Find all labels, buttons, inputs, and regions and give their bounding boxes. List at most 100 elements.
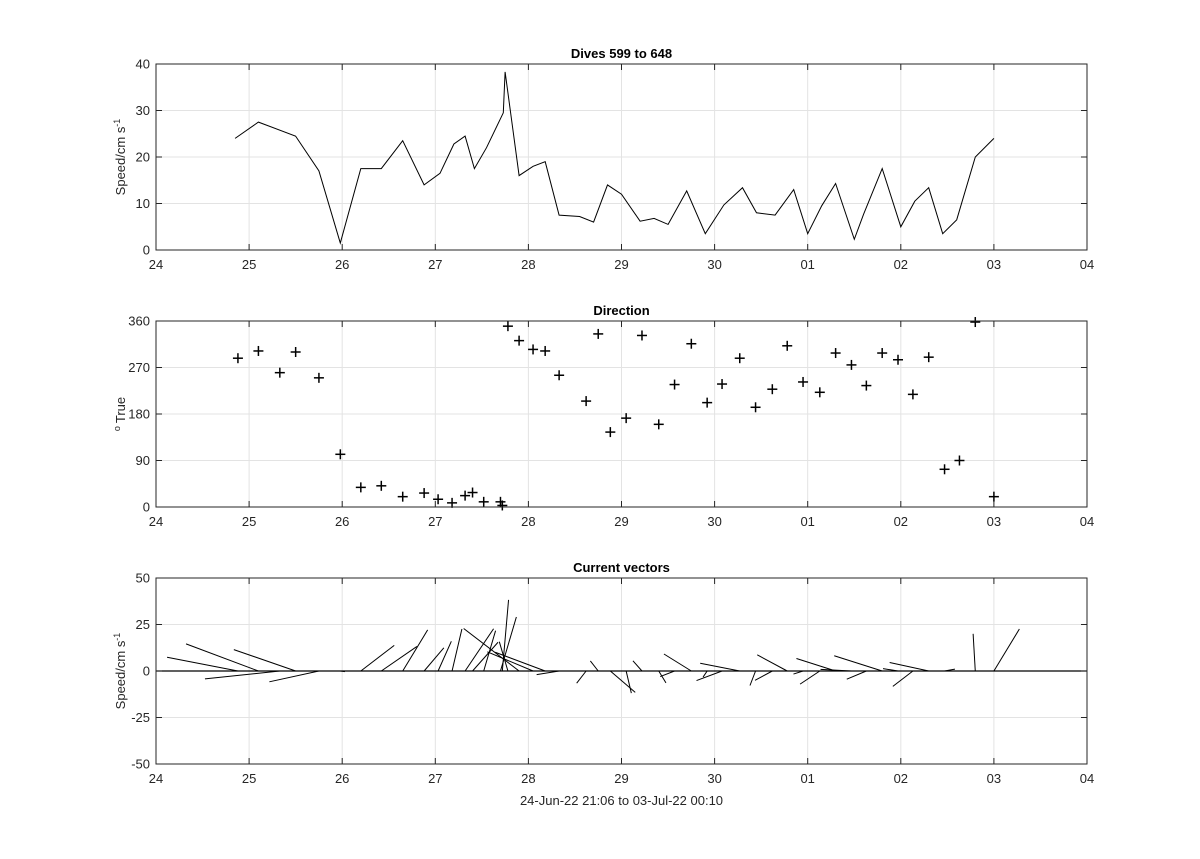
- direction-marker: [907, 389, 918, 400]
- direction-marker: [954, 455, 965, 466]
- x-tick-label: 04: [1080, 257, 1094, 272]
- direction-marker: [605, 427, 616, 438]
- current-vector: [498, 641, 509, 672]
- current-vector: [972, 633, 976, 672]
- x-tick-label: 03: [987, 771, 1001, 786]
- direction-marker: [554, 370, 565, 381]
- y-axis-label-prefix: o: [112, 426, 122, 431]
- speed-line: [234, 71, 995, 245]
- direction-marker: [877, 348, 888, 359]
- y-axis-label-superscript: -1: [112, 119, 122, 127]
- x-tick-label: 30: [707, 514, 721, 529]
- x-tick-label: 26: [335, 771, 349, 786]
- y-axis-label-text: Speed/cm s: [113, 126, 128, 195]
- direction-marker: [355, 482, 366, 493]
- x-tick-label: 01: [800, 257, 814, 272]
- y-tick-label: 25: [136, 617, 150, 632]
- x-tick-label: 28: [521, 257, 535, 272]
- current-vector: [993, 628, 1020, 672]
- current-vector: [437, 641, 452, 672]
- x-tick-label: 03: [987, 514, 1001, 529]
- y-tick-label: -50: [131, 757, 150, 772]
- direction-marker: [717, 379, 728, 390]
- y-tick-label: 0: [143, 664, 150, 679]
- direction-marker: [923, 352, 934, 363]
- x-tick-label: 26: [335, 514, 349, 529]
- current-vector: [233, 649, 296, 672]
- current-vector: [696, 670, 723, 682]
- direction-marker: [497, 500, 508, 511]
- direction-marker: [621, 413, 632, 424]
- x-tick-label: 27: [428, 771, 442, 786]
- direction-marker: [376, 480, 387, 491]
- direction-marker: [846, 359, 857, 370]
- direction-marker: [653, 419, 664, 430]
- current-vector: [793, 670, 804, 675]
- current-vector: [632, 660, 643, 672]
- x-tick-label: 28: [521, 514, 535, 529]
- x-tick-label: 27: [428, 257, 442, 272]
- current-vector: [944, 668, 956, 672]
- direction-marker: [861, 380, 872, 391]
- x-tick-label: 24: [149, 771, 163, 786]
- direction-marker: [540, 345, 551, 356]
- x-tick-label: 24: [149, 257, 163, 272]
- x-tick-label: 02: [894, 771, 908, 786]
- current-vector: [340, 670, 345, 673]
- x-tick-label: 29: [614, 771, 628, 786]
- direction-marker: [830, 348, 841, 359]
- current-vector: [749, 670, 757, 686]
- chart-title: Current vectors: [573, 560, 670, 575]
- direction-marker: [274, 367, 285, 378]
- direction-marker: [939, 464, 950, 475]
- direction-marker: [467, 487, 478, 498]
- chart-title: Direction: [593, 303, 649, 318]
- y-axis-label-text: True: [113, 397, 128, 423]
- x-tick-label: 29: [614, 514, 628, 529]
- current-vector: [589, 660, 599, 672]
- x-tick-label: 25: [242, 771, 256, 786]
- y-tick-label: 30: [136, 103, 150, 118]
- y-tick-label: 0: [143, 500, 150, 515]
- direction-marker: [814, 387, 825, 398]
- current-vector: [796, 658, 836, 672]
- current-vector: [702, 670, 708, 678]
- direction-marker: [397, 491, 408, 502]
- x-axis-label: 24-Jun-22 21:06 to 03-Jul-22 00:10: [520, 793, 723, 808]
- current-vector: [381, 646, 418, 672]
- direction-marker: [798, 376, 809, 387]
- x-tick-label: 30: [707, 771, 721, 786]
- y-tick-label: 40: [136, 57, 150, 72]
- direction-marker: [447, 497, 458, 508]
- x-tick-label: 28: [521, 771, 535, 786]
- x-tick-label: 03: [987, 257, 1001, 272]
- x-tick-label: 24: [149, 514, 163, 529]
- axes-2: 24 25 26 27 28 29 30 01 02 03 04 0 90 180 270 360 Direct…: [112, 303, 1094, 529]
- current-vector: [610, 670, 636, 693]
- y-tick-label: 180: [128, 407, 150, 422]
- current-vector: [820, 668, 852, 672]
- current-vector: [889, 661, 929, 672]
- y-tick-label: 90: [136, 453, 150, 468]
- axes-1: 24 25 26 27 28 29 30 01 02 03 04 0 10 20 30 40 Dives 599…: [112, 46, 1094, 272]
- y-tick-label: 50: [136, 571, 150, 586]
- current-vector: [204, 670, 280, 680]
- direction-marker: [734, 353, 745, 364]
- current-vector: [494, 651, 546, 672]
- direction-marker: [782, 340, 793, 351]
- x-tick-label: 25: [242, 514, 256, 529]
- current-vector: [185, 643, 259, 672]
- direction-marker: [232, 353, 243, 364]
- y-axis-label: Speed/cm s-1: [112, 119, 128, 196]
- direction-marker: [669, 379, 680, 390]
- current-vector: [536, 670, 560, 676]
- direction-marker: [686, 338, 697, 349]
- direction-marker: [460, 490, 471, 501]
- current-vector: [756, 654, 788, 672]
- direction-marker: [702, 397, 713, 408]
- direction-marker: [502, 321, 513, 332]
- y-axis-label-text: Speed/cm s: [113, 640, 128, 709]
- x-tick-label: 27: [428, 514, 442, 529]
- x-tick-label: 01: [800, 771, 814, 786]
- x-tick-label: 04: [1080, 514, 1094, 529]
